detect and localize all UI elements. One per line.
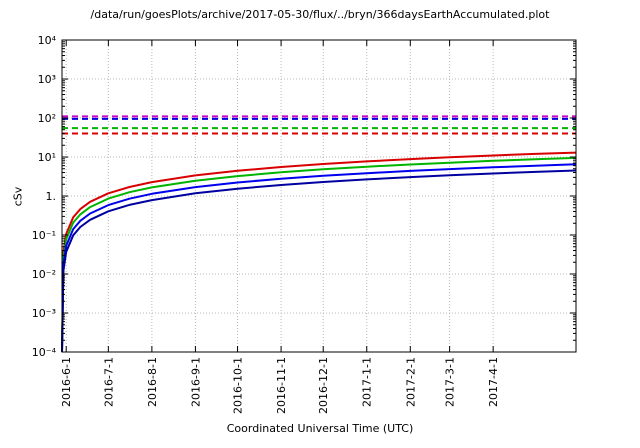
chart-title: /data/run/goesPlots/archive/2017-05-30/f…: [90, 8, 550, 21]
y-tick-label: 10³: [38, 73, 56, 86]
series-accumulated-red: [61, 151, 577, 353]
y-tick-label: 10⁻²: [32, 268, 56, 281]
series-accumulated-navy: [61, 169, 577, 353]
y-tick-label: 10²: [38, 112, 56, 125]
x-axis-label: Coordinated Universal Time (UTC): [226, 422, 414, 435]
y-axis-label: cSv: [11, 186, 25, 207]
series-accumulated-blue: [61, 163, 577, 353]
y-tick-label: 10⁴: [38, 34, 57, 47]
x-tick-label: 2017-1-1: [361, 357, 374, 407]
x-tick-label: 2016-7-1: [102, 357, 115, 407]
x-tick-label: 2016-10-1: [232, 357, 245, 414]
x-tick-label: 2016-12-1: [317, 357, 330, 414]
y-tick-label: 10⁻³: [32, 307, 56, 320]
series-accumulated-green: [61, 156, 577, 353]
y-tick-label: 1.: [46, 190, 57, 203]
x-tick-label: 2016-11-1: [275, 357, 288, 414]
y-tick-label: 10⁻⁴: [32, 346, 57, 359]
x-tick-label: 2017-3-1: [444, 357, 457, 407]
x-tick-label: 2016-6-1: [60, 357, 73, 407]
x-tick-label: 2016-8-1: [146, 357, 159, 407]
y-tick-label: 10¹: [38, 151, 56, 164]
x-tick-label: 2017-4-1: [487, 357, 500, 407]
x-tick-label: 2016-9-1: [189, 357, 202, 407]
y-tick-label: 10⁻¹: [32, 229, 56, 242]
x-tick-label: 2017-2-1: [404, 357, 417, 407]
